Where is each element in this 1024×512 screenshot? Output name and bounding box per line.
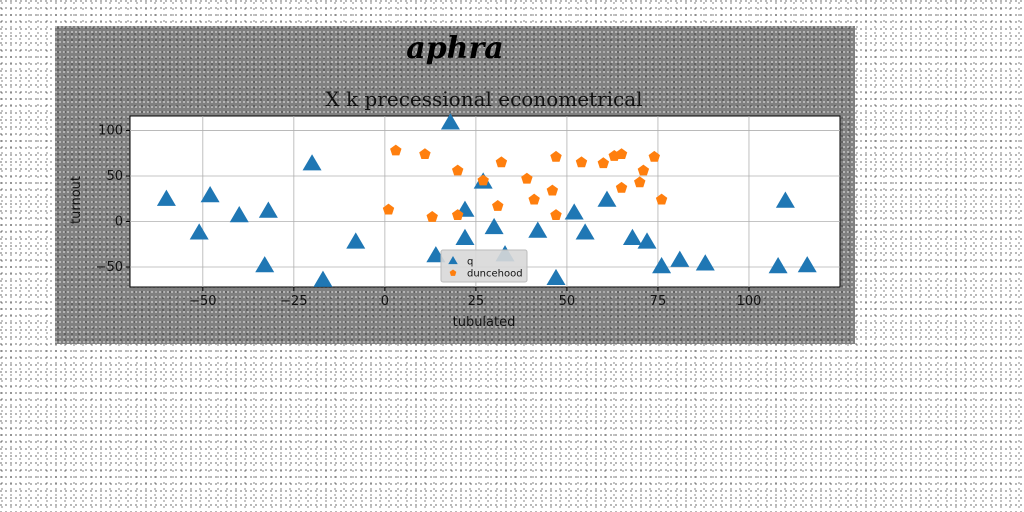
duncehood-pentagon-point: [615, 148, 628, 160]
q-triangle-point: [156, 189, 176, 206]
y-tick-label: 50: [106, 169, 123, 184]
duncehood-pentagon-point: [637, 164, 650, 176]
q-triangle-point: [302, 154, 322, 171]
x-tick-label: 100: [737, 294, 762, 309]
figure-suptitle: aphra: [406, 31, 503, 66]
duncehood-pentagon-point: [634, 176, 646, 188]
q-triangle-point: [637, 232, 657, 249]
q-triangle-point: [597, 190, 617, 207]
x-tick-label: −50: [189, 294, 216, 309]
legend-marker-pentagon: [449, 269, 457, 276]
q-triangle-point: [546, 268, 566, 286]
duncehood-pentagon-point: [451, 164, 464, 176]
duncehood-pentagon-point: [477, 174, 489, 186]
q-triangle-point: [258, 201, 278, 218]
x-tick-label: 25: [468, 294, 485, 309]
q-triangle-point: [564, 203, 584, 220]
duncehood-pentagon-point: [495, 156, 508, 168]
x-tick-label: −25: [280, 294, 307, 309]
axis-ticks: −50 −25 0 25 50 75 100 −50 0 50 100: [96, 124, 762, 309]
duncehood-pentagon-point: [648, 150, 661, 162]
q-triangle-point: [255, 256, 275, 273]
q-triangle-point: [455, 228, 475, 245]
duncehood-pentagon-point: [528, 193, 540, 205]
q-triangle-point: [440, 113, 460, 130]
q-triangle-point: [652, 256, 672, 274]
q-triangle-point: [575, 223, 595, 240]
x-tick-label: 75: [650, 294, 667, 309]
y-tick-label: −50: [96, 260, 123, 275]
duncehood-pentagon-point: [655, 193, 668, 205]
chart-title: X k precessional econometrical: [325, 87, 642, 111]
legend-box: [440, 249, 528, 283]
legend-label: q: [467, 257, 473, 268]
data-markers: [156, 113, 817, 287]
duncehood-pentagon-point: [451, 209, 464, 220]
duncehood-pentagon-point: [382, 203, 395, 215]
duncehood-pentagon-point: [597, 157, 610, 169]
chart-figure: aphra X k precessional econometrical −50…: [55, 26, 855, 344]
q-triangle-point: [189, 223, 209, 240]
scatter-chart: aphra X k precessional econometrical −50…: [69, 31, 841, 330]
q-triangle-point: [768, 256, 788, 274]
q-triangle-point: [346, 232, 366, 249]
duncehood-pentagon-point: [521, 172, 533, 184]
duncehood-pentagon-point: [419, 148, 431, 160]
q-triangle-point: [622, 228, 642, 245]
duncehood-pentagon-point: [615, 181, 628, 193]
q-triangle-point: [528, 221, 548, 238]
x-tick-label: 50: [559, 294, 576, 309]
y-axis-label: turnout: [69, 176, 84, 224]
q-triangle-point: [313, 270, 333, 287]
q-triangle-point: [229, 206, 249, 223]
legend-label: duncehood: [467, 269, 523, 280]
q-triangle-point: [775, 191, 795, 208]
duncehood-pentagon-point: [390, 144, 402, 156]
x-axis-label: tubulated: [453, 315, 516, 330]
duncehood-pentagon-point: [550, 209, 562, 220]
x-tick-label: 0: [381, 294, 389, 309]
q-triangle-point: [695, 254, 715, 271]
duncehood-pentagon-point: [492, 200, 504, 211]
duncehood-pentagon-point: [426, 210, 438, 222]
duncehood-pentagon-point: [575, 156, 588, 168]
y-tick-label: 100: [98, 124, 123, 139]
duncehood-pentagon-point: [546, 184, 559, 196]
q-triangle-point: [200, 186, 220, 203]
y-tick-label: 0: [115, 215, 123, 230]
q-triangle-point: [797, 256, 817, 273]
q-triangle-point: [484, 217, 504, 235]
duncehood-pentagon-point: [550, 150, 562, 162]
legend-marker-triangle: [448, 256, 458, 265]
q-triangle-point: [670, 250, 690, 267]
